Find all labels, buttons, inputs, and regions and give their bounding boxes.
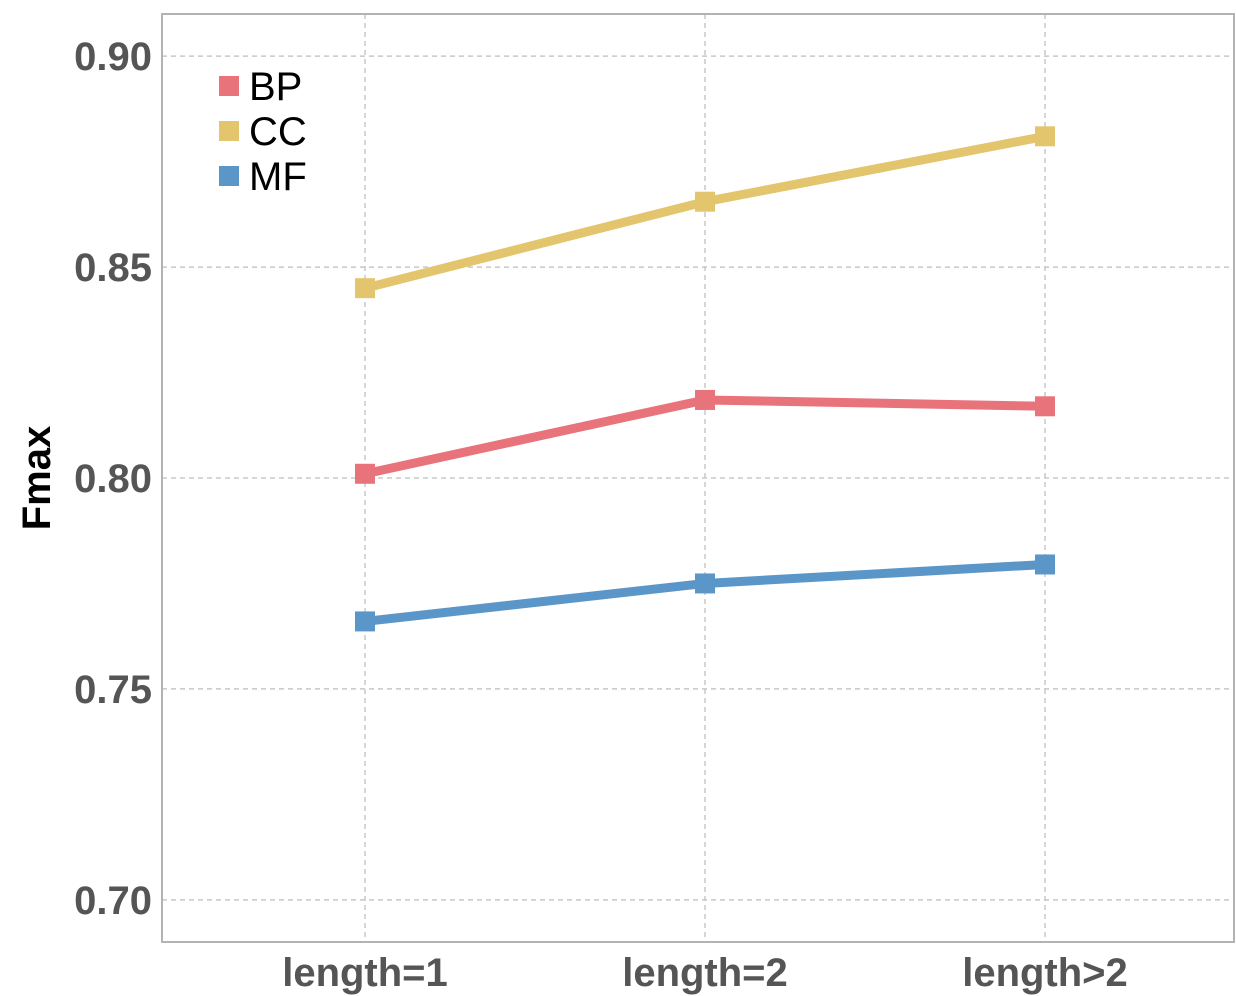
legend-label-bp: BP [249,65,302,109]
legend-label-mf: MF [249,155,307,199]
series-mf [355,554,1055,632]
data-point-bp [1035,396,1055,417]
data-point-mf [695,573,715,594]
data-point-mf [1035,554,1055,575]
y-tick-label: 0.75 [74,668,152,712]
legend-swatch-mf [219,166,239,186]
x-axis-ticks: length=1 length=2 length>2 [282,951,1128,995]
series-group [355,126,1055,632]
x-tick-label: length=1 [282,951,448,995]
y-tick-label: 0.90 [74,35,152,79]
legend-swatch-bp [219,76,239,96]
series-bp [355,389,1055,484]
data-point-bp [695,389,715,410]
grid [162,14,1234,942]
data-point-cc [695,191,715,212]
y-tick-label: 0.70 [74,879,152,923]
x-tick-label: length=2 [622,951,788,995]
data-point-cc [1035,126,1055,147]
data-point-bp [355,463,375,484]
plot-area-frame [161,13,1235,943]
legend-swatch-cc [219,121,239,141]
x-tick-label: length>2 [962,951,1128,995]
data-point-mf [355,611,375,632]
data-point-cc [355,278,375,299]
y-tick-label: 0.85 [74,246,152,290]
legend-label-cc: CC [249,110,307,154]
y-axis-label: Fmax [15,426,59,531]
y-tick-label: 0.80 [74,457,152,501]
series-cc [355,126,1055,299]
y-axis-ticks: 0.70 0.75 0.80 0.85 0.90 [74,35,152,923]
